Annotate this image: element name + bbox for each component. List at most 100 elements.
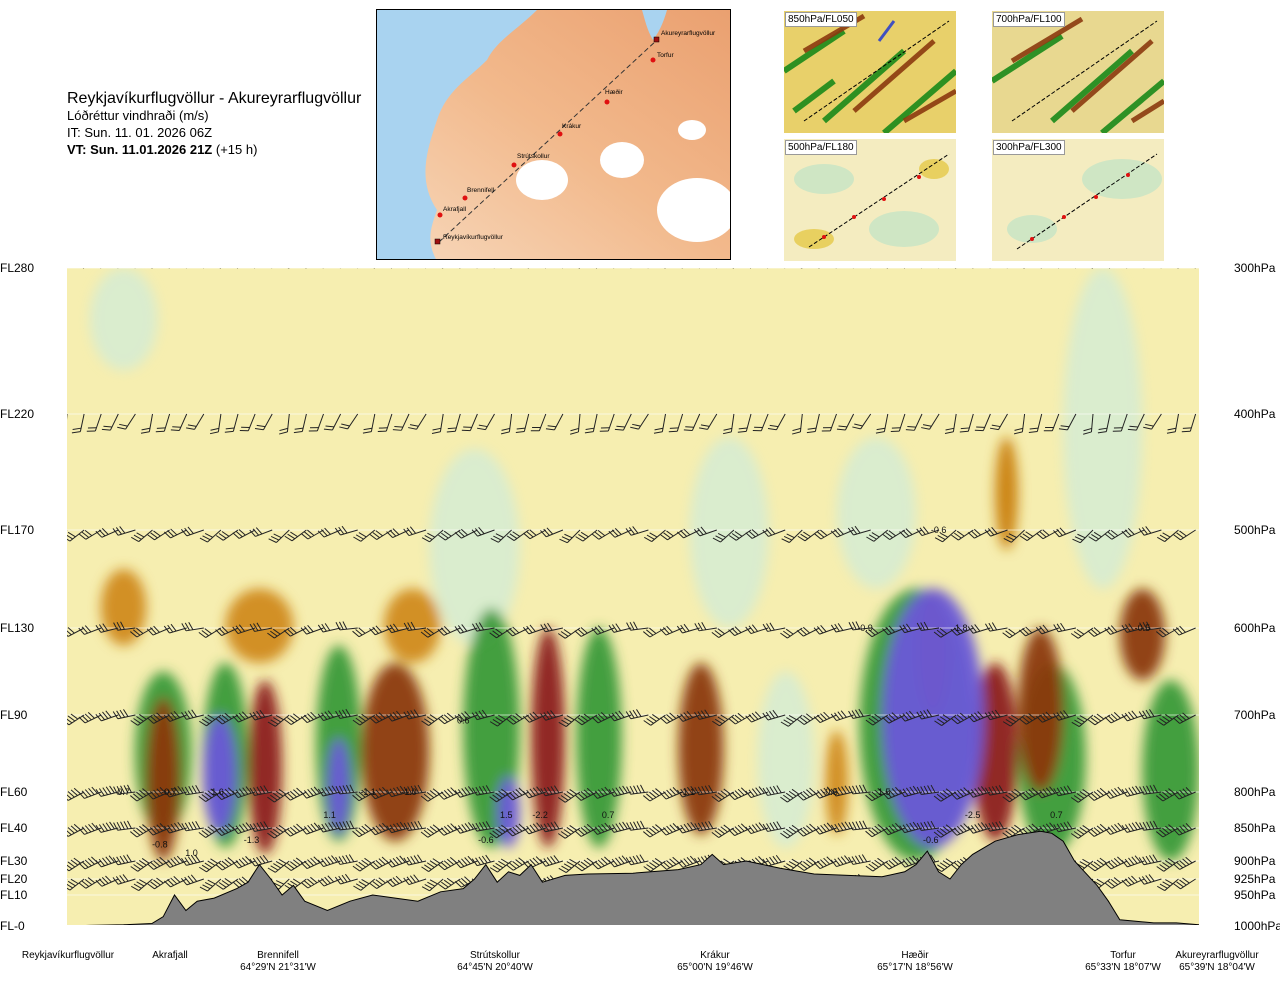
wind-barb: [1019, 529, 1042, 541]
wind-barb: [257, 268, 273, 269]
thumbnail-label: 300hPa/FL300: [993, 140, 1065, 155]
wind-barb: [1104, 856, 1128, 870]
wind-barb: [852, 413, 872, 430]
wind-barb: [113, 784, 136, 795]
wind-barb: [848, 621, 871, 631]
wind-barb: [67, 714, 68, 727]
wind-barb: [140, 413, 153, 434]
wind-barb: [614, 413, 632, 431]
wind-barb: [899, 785, 923, 798]
wind-barb: [249, 709, 273, 721]
wind-barb: [67, 268, 85, 269]
wind-barb: [163, 623, 187, 634]
wind-barb: [1157, 529, 1179, 543]
wind-barb: [882, 529, 906, 540]
wind-barb: [67, 823, 85, 837]
wind-barb: [267, 627, 290, 639]
wind-barb: [796, 626, 820, 637]
wind-barb: [752, 413, 769, 432]
wind-barb: [300, 529, 324, 540]
wind-barb: [249, 622, 273, 632]
value-label: -1.1: [360, 787, 376, 797]
wind-barb: [1121, 821, 1145, 833]
wind-barb: [847, 525, 871, 536]
wind-barb: [1043, 268, 1060, 269]
wind-barb: [676, 623, 700, 634]
wind-barb: [797, 857, 820, 871]
wind-barb: [934, 714, 957, 726]
wind-barb: [1173, 877, 1196, 890]
wind-barb: [1161, 268, 1179, 269]
wind-barb: [660, 529, 683, 541]
wind-barb: [770, 268, 786, 269]
wind-barb: [1061, 268, 1077, 269]
wind-barb: [215, 712, 239, 725]
thumbnail-850hpa[interactable]: 850hPa/FL050: [784, 11, 956, 133]
wind-barb: [362, 413, 376, 434]
wind-barb: [67, 791, 68, 803]
wind-barb: [335, 621, 358, 631]
wind-barb: [905, 413, 923, 431]
wind-barb: [512, 268, 529, 269]
wind-barb: [1166, 413, 1179, 434]
wind-barb: [181, 784, 204, 796]
thumbnail-500hpa[interactable]: 500hPa/FL180: [784, 139, 956, 261]
wind-barb: [284, 713, 307, 725]
thumbnail-label: 700hPa/FL100: [993, 12, 1065, 27]
wind-barb: [300, 876, 324, 889]
value-label: 0.7: [602, 810, 615, 820]
wind-barb: [232, 822, 256, 835]
wind-barb: [1104, 786, 1128, 799]
wind-barb: [471, 821, 495, 832]
wind-barb: [676, 821, 700, 834]
wind-barb: [431, 413, 444, 434]
wind-barb: [1071, 714, 1094, 728]
waypoint-label: Akureyrarflugvöllur 65°39'N 18°04'W: [1152, 950, 1280, 974]
wind-barb: [548, 268, 564, 269]
pressure-label: 500hPa: [1234, 523, 1276, 537]
shaded-region: [995, 437, 1018, 550]
wind-barb: [574, 857, 598, 872]
wind-barb: [540, 710, 564, 721]
wind-barb: [745, 529, 769, 539]
wind-barb: [101, 413, 119, 431]
wind-barb: [591, 786, 615, 799]
wind-barb: [598, 268, 615, 269]
wind-barb: [830, 710, 854, 722]
thumbnail-700hpa[interactable]: 700hPa/FL100: [992, 11, 1164, 133]
wind-barb: [882, 856, 906, 870]
wind-barb: [1156, 858, 1179, 872]
wind-barb: [570, 413, 581, 435]
wind-barb: [838, 268, 854, 269]
wind-barb: [984, 622, 1008, 632]
value-label: 1.6: [211, 787, 224, 797]
waypoint-label: Akrafjall: [105, 950, 235, 962]
map-label-akrafjall: Akrafjall: [443, 206, 467, 213]
wind-barb: [181, 854, 204, 866]
wind-barb: [86, 413, 102, 432]
waypoint-label: Krákur 65°00'N 19°46'W: [650, 950, 780, 974]
shaded-region: [1142, 680, 1199, 861]
wind-barb: [830, 785, 854, 797]
wind-barb: [446, 413, 461, 433]
flight-level-label: FL90: [0, 708, 28, 722]
shaded-region: [882, 588, 984, 848]
wind-barb: [232, 624, 256, 635]
terrain-profile: [85, 830, 1199, 925]
wind-barb: [471, 622, 495, 632]
map-label-akureyri: Akureyrarflugvöllur: [661, 30, 716, 37]
wind-barb: [129, 627, 153, 638]
wind-barb: [545, 413, 564, 431]
wind-barb: [505, 626, 529, 637]
wind-barb: [117, 413, 136, 430]
wind-barb: [67, 860, 68, 873]
wind-barb: [307, 268, 324, 269]
wind-barb: [353, 529, 376, 542]
wind-barb: [163, 821, 187, 834]
wind-barb: [642, 627, 666, 638]
wind-barb: [403, 709, 427, 720]
wind-barb: [899, 528, 923, 539]
value-label: -1.3: [244, 835, 260, 845]
thumbnail-300hpa[interactable]: 300hPa/FL300: [992, 139, 1164, 261]
pressure-label: 700hPa: [1234, 708, 1276, 722]
